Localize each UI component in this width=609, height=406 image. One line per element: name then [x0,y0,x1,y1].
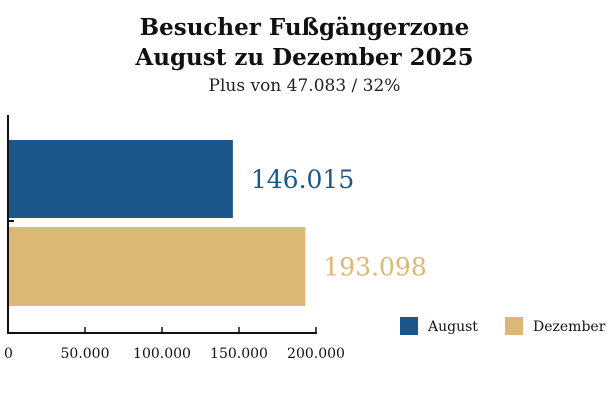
chart-title-line-1: Besucher Fußgängerzone [139,14,470,41]
chart-subtitle: Plus von 47.083 / 32% [208,76,401,96]
x-tick-label-3: 150.000 [210,346,268,362]
legend-swatch-august [400,317,418,335]
bar-august [8,140,233,218]
x-tick-label-0: 0 [4,346,13,362]
data-label-dezember: 193.098 [323,253,426,282]
bar-dezember [8,227,306,306]
legend-swatch-dezember [505,317,523,335]
chart-title-line-2: August zu Dezember 2025 [135,44,474,71]
x-tick-label-2: 100.000 [133,346,191,362]
legend-label-august: August [428,319,478,335]
legend-label-dezember: Dezember [533,319,606,335]
x-tick-label-4: 200.000 [287,346,345,362]
data-label-august: 146.015 [251,165,354,194]
x-tick-label-1: 50.000 [61,346,110,362]
